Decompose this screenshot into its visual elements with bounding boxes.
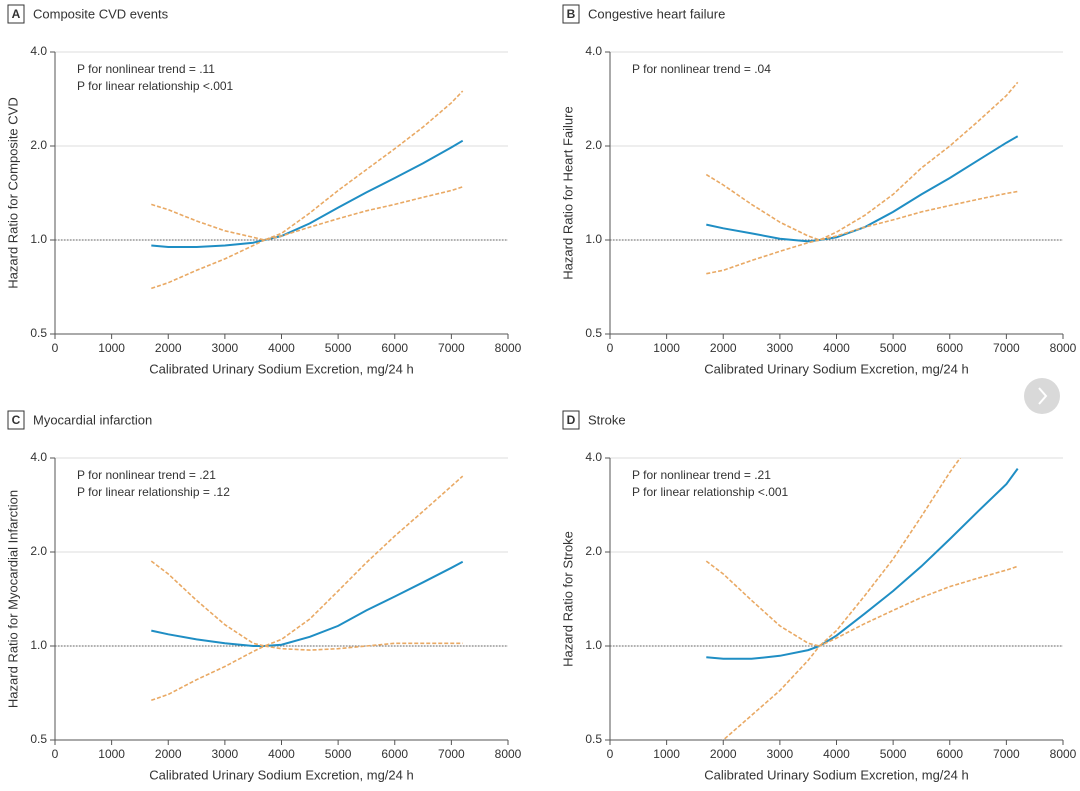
y-axis-label: Hazard Ratio for Heart Failure	[560, 106, 575, 279]
next-arrow[interactable]	[1038, 387, 1048, 405]
series-line	[151, 560, 464, 647]
series-line	[706, 135, 1019, 243]
x-tick-label: 2000	[710, 341, 737, 355]
x-tick-label: 8000	[1050, 747, 1077, 761]
annotation: P for linear relationship <.001	[632, 485, 789, 499]
panel-label: C	[12, 413, 21, 427]
x-tick-label: 4000	[268, 747, 295, 761]
annotation: P for linear relationship = .12	[77, 485, 230, 499]
x-tick-label: 4000	[268, 341, 295, 355]
series-line	[706, 190, 1018, 275]
x-tick-label: 8000	[1050, 341, 1077, 355]
x-axis-label: Calibrated Urinary Sodium Excretion, mg/…	[149, 361, 413, 376]
y-axis-label: Hazard Ratio for Composite CVD	[5, 97, 20, 288]
series-line	[151, 186, 463, 290]
x-tick-label: 5000	[880, 341, 907, 355]
x-tick-label: 7000	[438, 747, 465, 761]
x-tick-label: 8000	[495, 341, 522, 355]
x-tick-label: 2000	[155, 747, 182, 761]
y-axis-label: Hazard Ratio for Myocardial Infarction	[5, 490, 20, 708]
x-tick-label: 0	[52, 747, 59, 761]
panel-label-box	[7, 410, 25, 430]
x-tick-label: 6000	[381, 341, 408, 355]
annotation: P for nonlinear trend = .11	[77, 62, 215, 76]
x-tick-label: 5000	[880, 747, 907, 761]
series-line	[705, 81, 1019, 241]
x-tick-label: 1000	[653, 341, 680, 355]
y-tick-label: 2.0	[585, 544, 602, 558]
y-tick-label: 0.5	[585, 326, 602, 340]
y-tick-label: 4.0	[30, 44, 47, 58]
next-button[interactable]	[1024, 378, 1060, 414]
x-tick-label: 2000	[155, 341, 182, 355]
panel-title: Stroke	[588, 412, 626, 427]
x-axis-label: Calibrated Urinary Sodium Excretion, mg/…	[149, 767, 413, 782]
x-tick-label: 1000	[98, 747, 125, 761]
annotation: P for linear relationship <.001	[77, 79, 234, 93]
series-line	[706, 468, 1019, 660]
x-tick-label: 3000	[212, 747, 239, 761]
y-tick-label: 1.0	[585, 232, 602, 246]
series-line	[150, 475, 464, 647]
x-tick-label: 5000	[325, 341, 352, 355]
series-line	[722, 565, 1018, 740]
x-tick-label: 7000	[438, 341, 465, 355]
y-tick-label: 4.0	[585, 44, 602, 58]
y-axis-label: Hazard Ratio for Stroke	[560, 531, 575, 667]
x-tick-label: 0	[607, 747, 614, 761]
x-tick-label: 3000	[212, 341, 239, 355]
x-tick-label: 7000	[993, 341, 1020, 355]
x-tick-label: 0	[607, 341, 614, 355]
x-tick-label: 3000	[767, 747, 794, 761]
y-tick-label: 1.0	[30, 638, 47, 652]
panel-label-box	[7, 4, 25, 24]
panel-label-box	[562, 4, 580, 24]
series-line	[705, 458, 962, 647]
x-tick-label: 6000	[936, 747, 963, 761]
x-axis-label: Calibrated Urinary Sodium Excretion, mg/…	[704, 767, 968, 782]
x-tick-label: 0	[52, 341, 59, 355]
x-tick-label: 6000	[936, 341, 963, 355]
next-button-bg[interactable]	[1024, 378, 1060, 414]
x-tick-label: 6000	[381, 747, 408, 761]
panel-title: Composite CVD events	[33, 6, 169, 21]
annotation: P for nonlinear trend = .21	[77, 468, 216, 482]
x-tick-label: 5000	[325, 747, 352, 761]
annotation: P for nonlinear trend = .21	[632, 468, 771, 482]
x-tick-label: 4000	[823, 341, 850, 355]
x-axis-label: Calibrated Urinary Sodium Excretion, mg/…	[704, 361, 968, 376]
y-tick-label: 0.5	[30, 326, 47, 340]
x-tick-label: 1000	[98, 341, 125, 355]
y-tick-label: 4.0	[585, 450, 602, 464]
series-line	[151, 139, 464, 248]
y-tick-label: 2.0	[30, 544, 47, 558]
panel-title: Congestive heart failure	[588, 6, 725, 21]
panel-label: B	[567, 7, 576, 21]
x-tick-label: 2000	[710, 747, 737, 761]
y-tick-label: 2.0	[585, 138, 602, 152]
x-tick-label: 3000	[767, 341, 794, 355]
annotation: P for nonlinear trend = .04	[632, 62, 771, 76]
y-tick-label: 1.0	[585, 638, 602, 652]
y-tick-label: 0.5	[30, 732, 47, 746]
x-tick-label: 8000	[495, 747, 522, 761]
y-tick-label: 2.0	[30, 138, 47, 152]
y-tick-label: 1.0	[30, 232, 47, 246]
x-tick-label: 4000	[823, 747, 850, 761]
panel-title: Myocardial infarction	[33, 412, 152, 427]
panel-label: D	[567, 413, 576, 427]
y-tick-label: 0.5	[585, 732, 602, 746]
y-tick-label: 4.0	[30, 450, 47, 464]
x-tick-label: 1000	[653, 747, 680, 761]
panel-label-box	[562, 410, 580, 430]
series-line	[151, 642, 463, 702]
series-line	[151, 90, 464, 241]
panel-label: A	[12, 7, 21, 21]
x-tick-label: 7000	[993, 747, 1020, 761]
